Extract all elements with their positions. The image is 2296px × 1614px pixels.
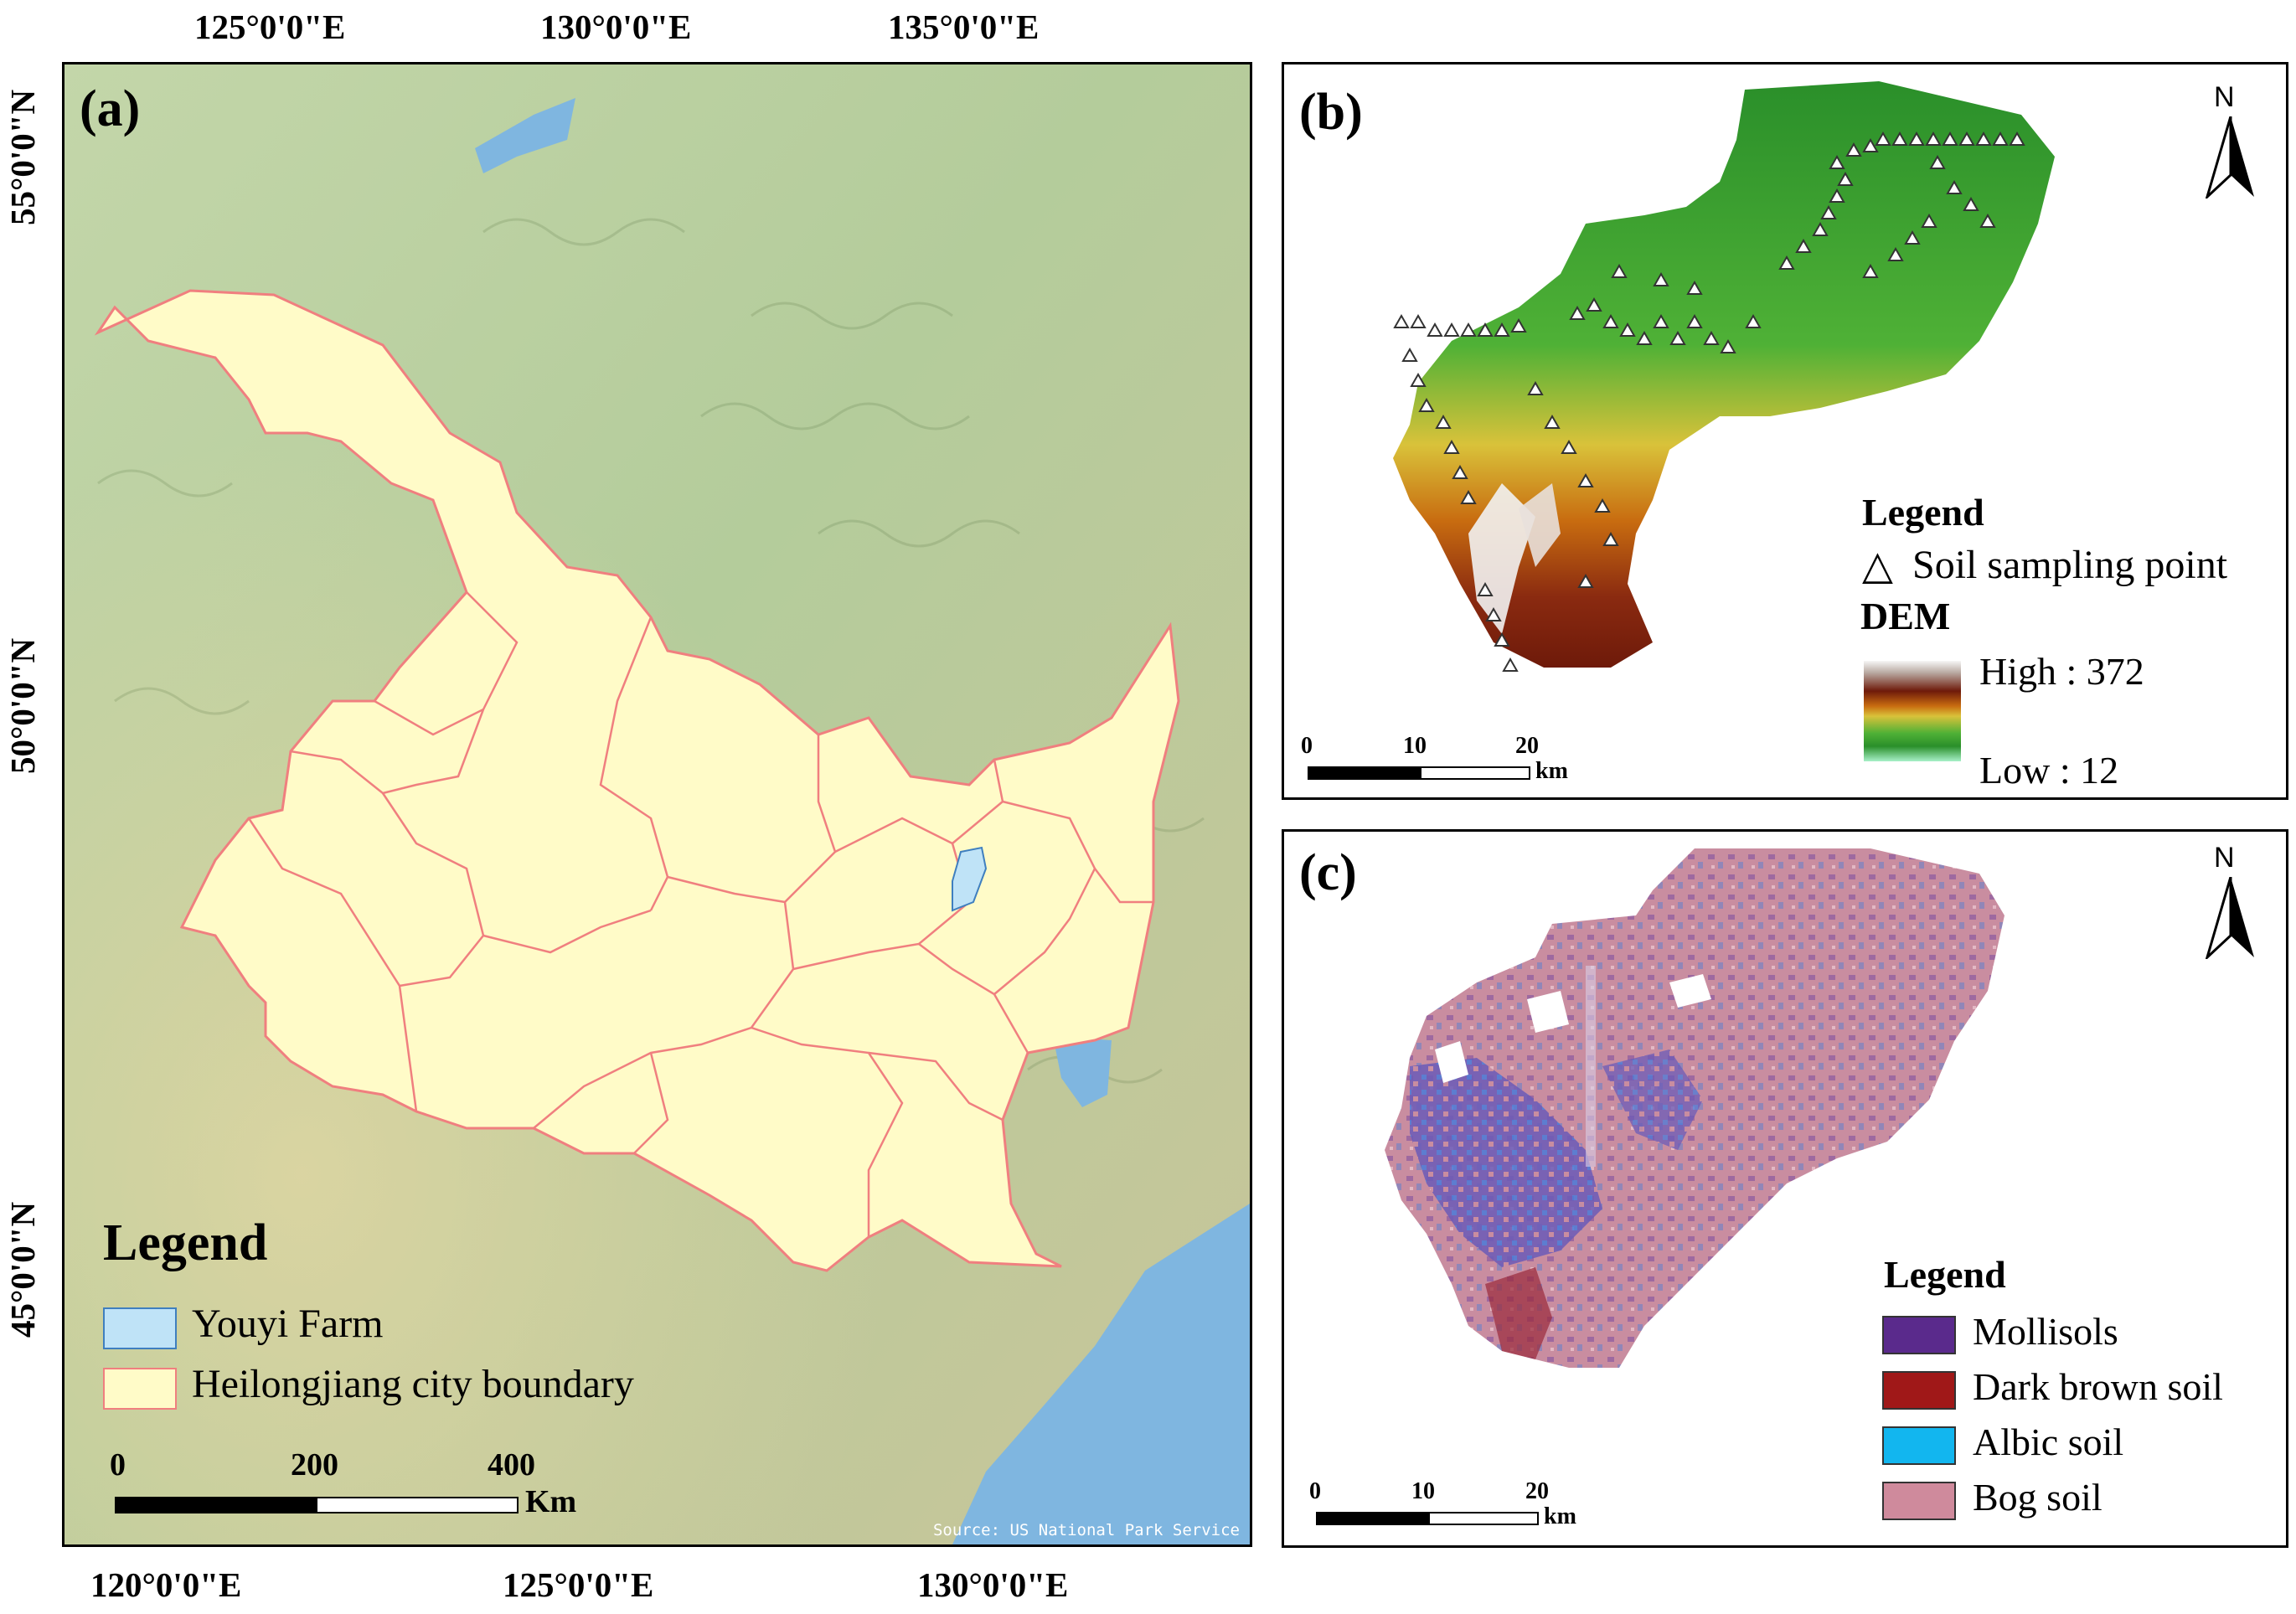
lat-label: 45°0'0"N (3, 1201, 42, 1338)
panel-label: (c) (1299, 844, 1357, 901)
scale-bar-white (316, 1497, 519, 1513)
soil-map (1385, 848, 2004, 1368)
scale-tick: 10 (1403, 733, 1427, 759)
scale-bar-black (1316, 1512, 1428, 1525)
panel-b-map: (b) N (1282, 62, 2288, 800)
scale-tick: 10 (1411, 1478, 1435, 1504)
panel-a-map: (a) Legend Youyi Farm Heilongjiang city … (62, 62, 1252, 1547)
legend-label: Dark brown soil (1973, 1365, 2223, 1408)
regional-basemap (64, 64, 1250, 1544)
dem-title: DEM (1860, 595, 1951, 637)
dem-low-label: Low : 12 (1979, 749, 2119, 792)
dem-color-ramp (1864, 661, 1961, 761)
north-arrow-icon (2206, 116, 2254, 199)
bottom-lon-label: 130°0'0"E (917, 1565, 1069, 1604)
scale-tick: 0 (1301, 733, 1313, 759)
legend-label: Albic soil (1973, 1421, 2124, 1463)
lat-label: 50°0'0"N (3, 637, 42, 774)
north-label: N (2214, 81, 2235, 113)
top-lon-label: 130°0'0"E (540, 8, 692, 46)
lake-shape (475, 98, 575, 173)
legend-swatch-albic (1882, 1426, 1956, 1465)
heilongjiang-province (94, 289, 1180, 1272)
bottom-lon-label: 120°0'0"E (90, 1565, 242, 1604)
legend-label: Youyi Farm (192, 1302, 384, 1346)
legend-title: Legend (1884, 1253, 2006, 1296)
legend-label: Heilongjiang city boundary (192, 1362, 634, 1406)
panel-c-map: (c) N Legend Mollis (1282, 829, 2288, 1548)
scale-tick: 0 (110, 1447, 126, 1483)
scale-bar-black (1308, 766, 1420, 780)
legend-title: Legend (1862, 491, 1984, 534)
youyi-farm-area (952, 846, 988, 912)
scale-unit: km (1544, 1503, 1576, 1529)
legend-label: Mollisols (1973, 1310, 2118, 1353)
lat-label: 55°0'0"N (3, 89, 42, 225)
scale-tick: 400 (488, 1447, 535, 1483)
panel-label: (a) (80, 80, 141, 137)
scale-bar-white (1420, 766, 1530, 780)
legend-swatch-dark-brown (1882, 1371, 1956, 1410)
scale-bar-black (115, 1497, 316, 1513)
sampling-points (1393, 131, 2025, 672)
dem-map (1393, 81, 2055, 672)
panel-label: (b) (1299, 84, 1363, 141)
bottom-lon-label: 125°0'0"E (503, 1565, 654, 1604)
legend-title: Legend (103, 1214, 268, 1271)
north-label: N (2214, 842, 2235, 874)
legend-swatch-mollisols (1882, 1316, 1956, 1354)
legend-swatch-youyi (103, 1307, 177, 1349)
scale-unit: Km (525, 1484, 577, 1519)
legend-point-label: Soil sampling point (1912, 543, 2228, 587)
north-arrow-icon (2206, 877, 2254, 959)
top-lon-label: 125°0'0"E (194, 8, 346, 46)
legend-point-symbol: △ (1862, 544, 1893, 588)
scale-tick: 200 (291, 1447, 338, 1483)
legend-label: Bog soil (1973, 1476, 2103, 1519)
sea-shape (952, 1204, 1250, 1544)
scale-tick: 20 (1525, 1478, 1549, 1504)
dem-high-label: High : 372 (1979, 650, 2144, 693)
scale-tick: 0 (1309, 1478, 1321, 1504)
khanka-lake (1053, 1036, 1112, 1107)
top-lon-label: 135°0'0"E (888, 8, 1040, 46)
legend-swatch-bog (1882, 1482, 1956, 1520)
scale-bar-white (1428, 1512, 1539, 1525)
legend-swatch-boundary (103, 1368, 177, 1410)
scale-tick: 20 (1515, 733, 1539, 759)
scale-unit: km (1535, 758, 1568, 784)
source-credit: Source: US National Park Service (932, 1521, 1240, 1539)
